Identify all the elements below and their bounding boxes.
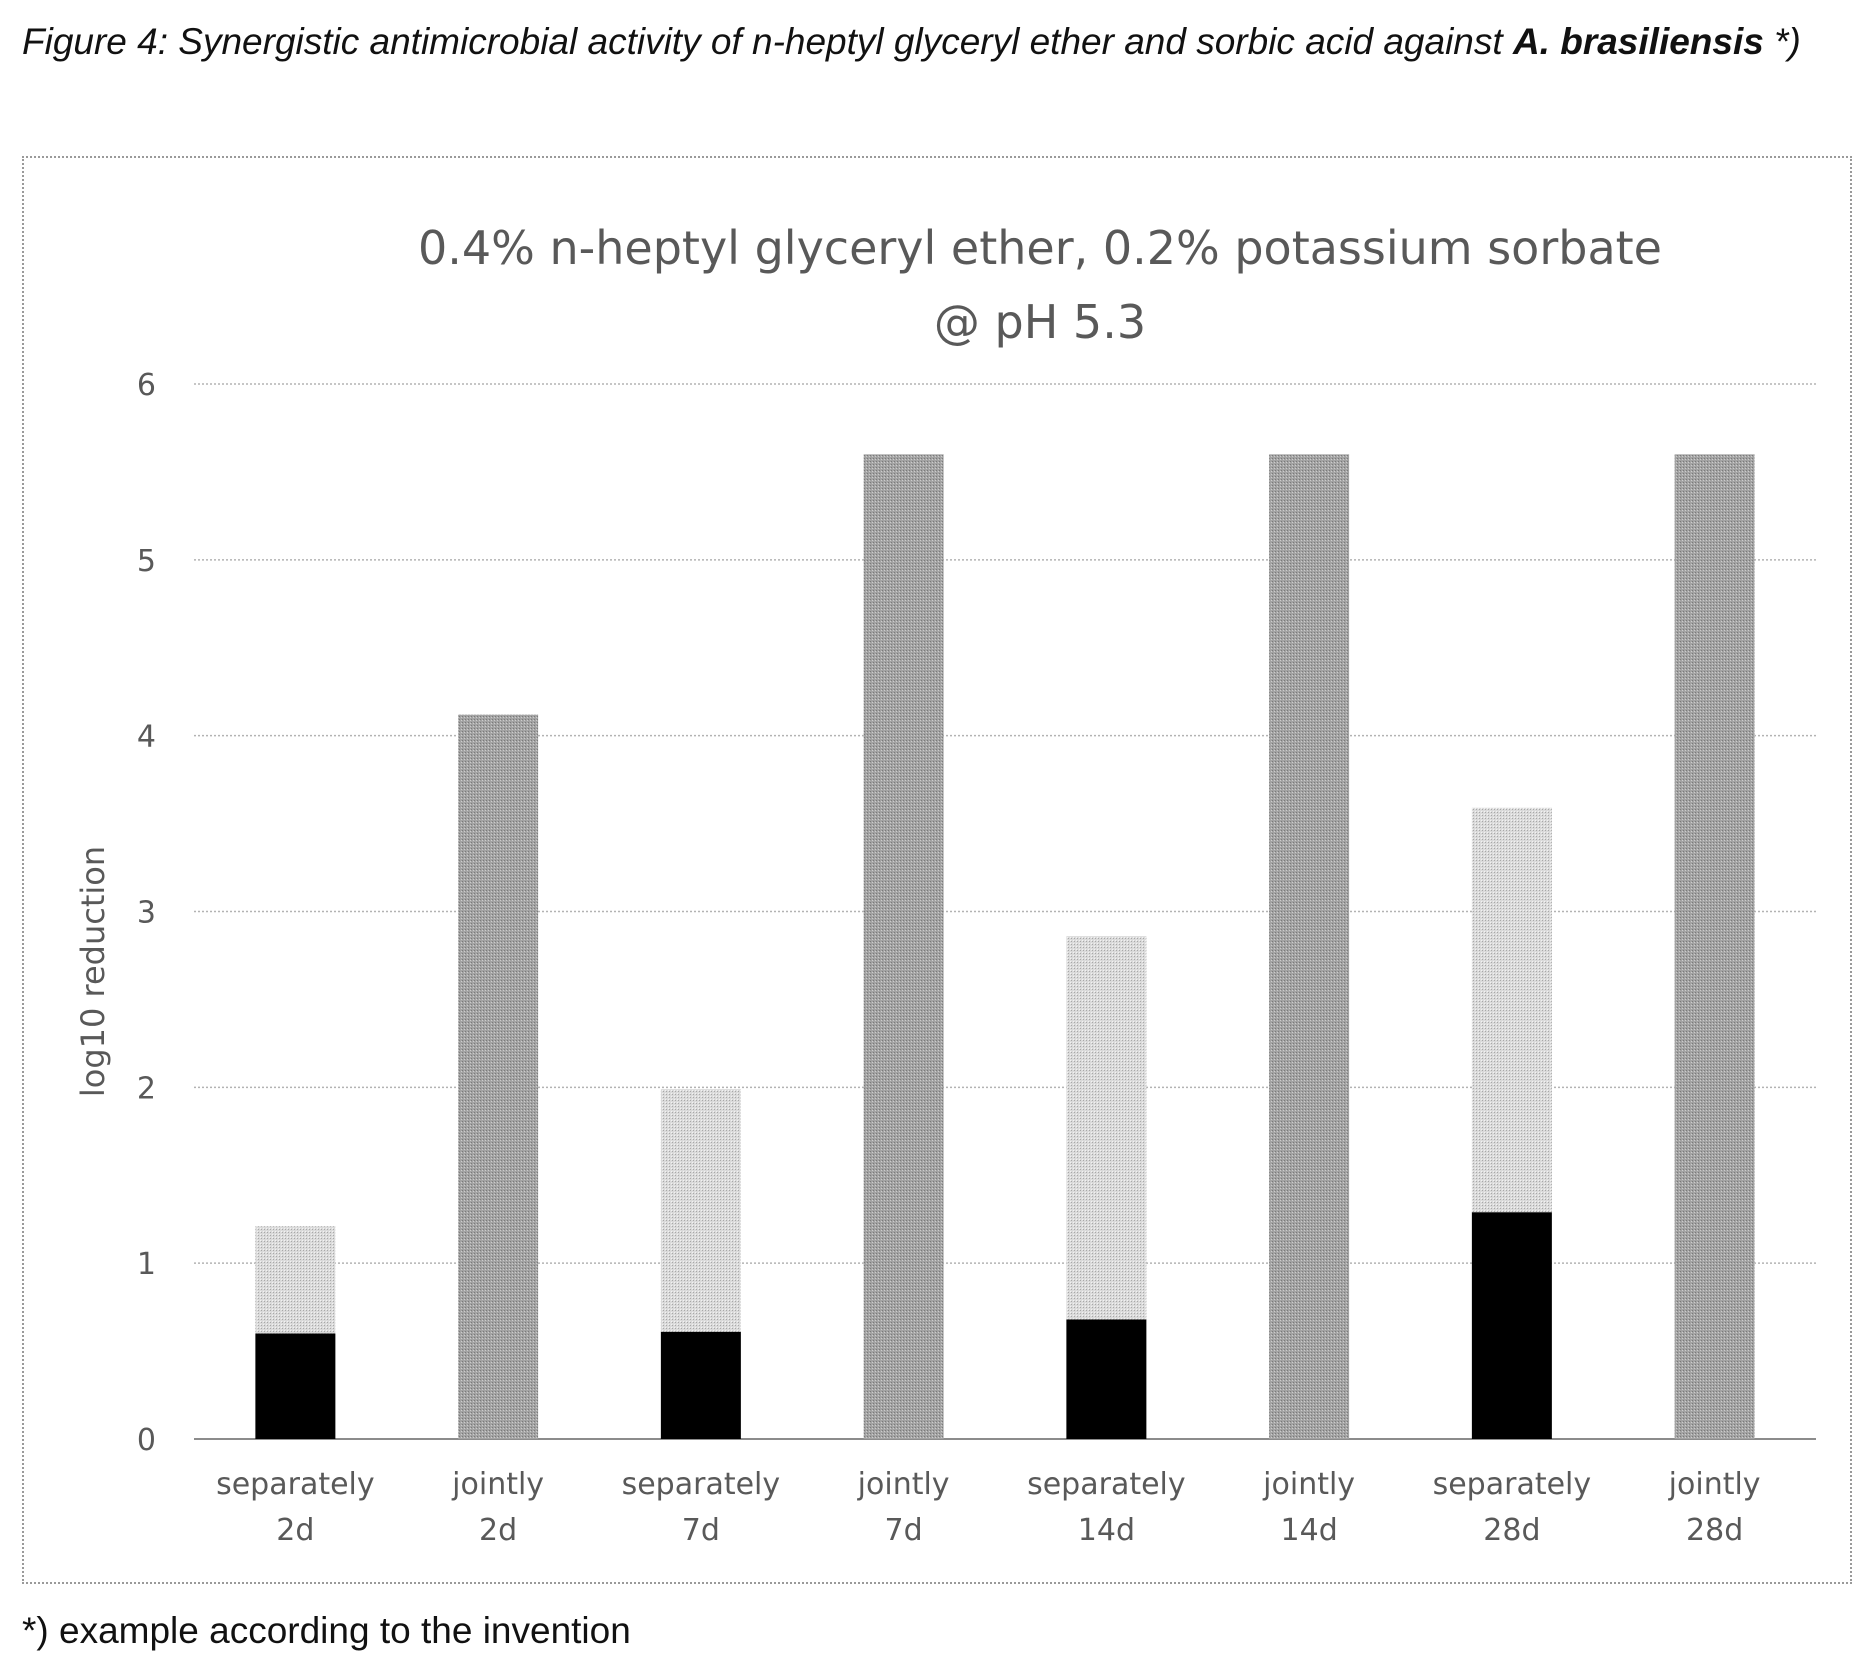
bar-segment <box>255 1226 336 1334</box>
chart-title: 0.4% n-heptyl glyceryl ether, 0.2% potas… <box>418 221 1662 349</box>
caption-prefix: Figure 4: Synergistic antimicrobial acti… <box>22 21 1513 62</box>
bar-segment <box>863 454 944 1439</box>
caption-suffix: *) <box>1763 21 1801 62</box>
chart-title-line: 0.4% n-heptyl glyceryl ether, 0.2% potas… <box>418 221 1662 275</box>
caption-species: A. brasiliensis <box>1512 21 1764 62</box>
y-tick-label: 1 <box>137 1247 156 1282</box>
y-tick-label: 6 <box>137 368 156 403</box>
bar-chart: 0.4% n-heptyl glyceryl ether, 0.2% potas… <box>74 221 1816 1548</box>
bar-segment <box>458 714 539 1439</box>
y-tick-label: 0 <box>137 1423 156 1458</box>
chart-area: 0.4% n-heptyl glyceryl ether, 0.2% potas… <box>22 156 1852 1584</box>
x-tick-label: separately <box>1433 1467 1592 1502</box>
y-tick-label: 5 <box>137 544 156 579</box>
bar-segment <box>1066 936 1147 1320</box>
x-tick-label: jointly <box>857 1467 950 1502</box>
y-axis-label: log10 reduction <box>74 846 112 1097</box>
bar-segment <box>1674 454 1755 1439</box>
x-tick-label: 28d <box>1686 1513 1743 1548</box>
x-tick-label: 14d <box>1078 1513 1135 1548</box>
x-tick-label: 2d <box>479 1513 517 1548</box>
gridlines <box>194 383 1816 1440</box>
bar-segment <box>1471 1212 1552 1439</box>
bar-segment <box>660 1331 741 1439</box>
x-tick-label: separately <box>1027 1467 1186 1502</box>
x-tick-label: jointly <box>451 1467 544 1502</box>
bar-segment <box>660 1089 741 1332</box>
x-tick-label: separately <box>216 1467 375 1502</box>
x-tick-label: separately <box>622 1467 781 1502</box>
bars <box>255 454 1755 1439</box>
y-tick-label: 4 <box>137 720 156 755</box>
x-tick-label: jointly <box>1668 1467 1761 1502</box>
x-tick-label: 14d <box>1281 1513 1338 1548</box>
bar-segment <box>1471 807 1552 1213</box>
x-tick-label: 7d <box>682 1513 720 1548</box>
x-tick-label: 28d <box>1483 1513 1540 1548</box>
y-tick-label: 3 <box>137 896 156 931</box>
bar-segment <box>1066 1319 1147 1439</box>
y-tick-label: 2 <box>137 1071 156 1106</box>
x-tick-label: jointly <box>1262 1467 1355 1502</box>
chart-title-line: @ pH 5.3 <box>934 295 1146 349</box>
x-tick-label: 7d <box>885 1513 923 1548</box>
y-axis-ticks: 0 1 2 3 4 5 6 <box>137 368 156 1458</box>
x-tick-label: 2d <box>276 1513 314 1548</box>
bar-segment <box>1269 454 1350 1439</box>
x-axis-ticks: separately 2d jointly 2d separately 7d jointly… <box>216 1467 1760 1548</box>
footnote: *) example according to the invention <box>22 1610 631 1651</box>
figure-caption: Figure 4: Synergistic antimicrobial acti… <box>22 6 1852 78</box>
bar-segment <box>255 1333 336 1439</box>
